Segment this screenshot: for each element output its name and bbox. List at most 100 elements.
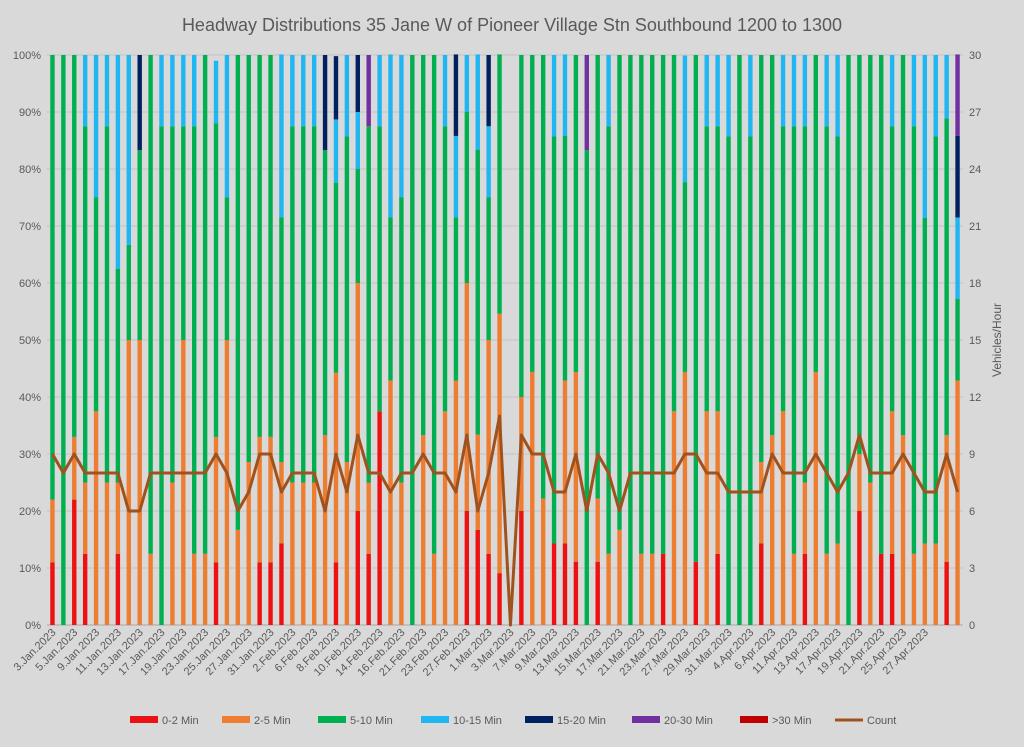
bar-segment — [137, 150, 142, 340]
bar-segment — [682, 182, 688, 372]
bar-segment — [322, 55, 328, 151]
bar-segment — [279, 461, 284, 544]
bar-segment — [475, 149, 480, 435]
bar-segment — [50, 562, 55, 625]
bar-segment — [682, 55, 688, 183]
y-tick-label: 0% — [25, 620, 41, 632]
bar-segment — [50, 55, 55, 500]
bar-segment — [486, 126, 491, 198]
bar-segment — [301, 482, 306, 625]
bar-segment — [126, 340, 131, 625]
bar-segment — [366, 482, 371, 554]
bar-segment — [115, 268, 121, 483]
bar-segment — [650, 553, 655, 625]
bar-segment — [693, 55, 699, 562]
bar-segment — [279, 217, 284, 462]
gridlines — [47, 54, 963, 626]
bar-segment — [486, 55, 491, 127]
bar-segment — [606, 553, 611, 625]
bar-segment — [377, 126, 382, 412]
bar-segment — [933, 55, 938, 137]
bar-segment — [759, 55, 764, 462]
y2-tick-label: 0 — [969, 620, 975, 632]
bar-segment — [922, 218, 928, 544]
legend-item: Count — [835, 715, 896, 727]
bar-segment — [715, 55, 720, 127]
bar-segment — [126, 244, 131, 340]
bar-segment — [595, 498, 600, 562]
bar-segment — [322, 435, 328, 625]
bar-segment — [900, 435, 906, 625]
legend-label: 2-5 Min — [254, 715, 291, 727]
bar-segment — [475, 434, 480, 530]
bar-segment — [889, 55, 895, 127]
bar-segment — [399, 55, 404, 198]
bar-segment — [333, 562, 339, 625]
bar-segment — [726, 55, 731, 137]
y2-tick-label: 3 — [969, 563, 975, 575]
bar-segment — [889, 126, 895, 412]
bar-segment — [50, 499, 55, 563]
bar-segment — [61, 55, 66, 625]
bar-segment — [911, 553, 917, 625]
bar-segment — [737, 55, 742, 625]
bar-segment — [301, 55, 306, 127]
y2-tick-label: 15 — [969, 335, 981, 347]
bar-segment — [235, 55, 241, 530]
bar-segment — [442, 411, 448, 625]
bar-segment — [813, 55, 818, 372]
bar-segment — [82, 482, 88, 554]
bar-segment — [333, 182, 339, 373]
bar-segment — [453, 54, 459, 136]
legend-item: 10-15 Min — [421, 715, 502, 727]
legend-label: 5-10 Min — [350, 715, 393, 727]
legend-swatch — [740, 716, 768, 723]
bar-segment — [802, 126, 808, 483]
bar-segment — [846, 55, 851, 625]
bar-segment — [791, 55, 797, 127]
bar-segment — [290, 126, 295, 483]
bar-segment — [257, 55, 262, 437]
bar-segment — [333, 372, 339, 563]
bar-segment — [137, 55, 142, 151]
bar-segment — [475, 529, 480, 625]
bar-segment — [159, 126, 164, 625]
bar-segment — [115, 55, 121, 269]
bar-segment — [279, 543, 284, 625]
bar-segment — [497, 573, 502, 625]
bar-segment — [453, 217, 459, 381]
bar-segment — [944, 561, 949, 625]
bar-segment — [388, 54, 393, 218]
bar-segment — [900, 55, 906, 436]
bar-segment — [82, 553, 88, 625]
bar-segment — [704, 126, 709, 412]
bar-segment — [726, 136, 731, 625]
bar-segment — [355, 169, 360, 283]
bar-segment — [421, 55, 426, 436]
legend-item: 0-2 Min — [130, 715, 199, 727]
y2-tick-label: 21 — [969, 221, 981, 233]
bar-segment — [170, 55, 175, 127]
bar-segment — [955, 380, 960, 625]
bar-segment — [780, 55, 786, 127]
bar-segment — [72, 55, 77, 437]
bar-segment — [344, 136, 350, 462]
bar-segment — [562, 54, 568, 136]
legend-item: 2-5 Min — [222, 715, 291, 727]
bar-segment — [606, 126, 611, 554]
bar-segment — [835, 543, 840, 625]
bar-segment — [115, 553, 121, 625]
bar-segment — [551, 55, 557, 137]
legend-swatch — [222, 716, 250, 723]
bar-segment — [333, 56, 339, 120]
bar-segment — [530, 371, 535, 625]
bar-segment — [835, 136, 840, 544]
y-axis-left: 0% 10% 20% 30% 40% 50% 60% 70% 80% 90% 100% — [13, 50, 41, 632]
bar-segment — [791, 553, 797, 625]
bar-segment — [344, 461, 350, 625]
legend-item: >30 Min — [740, 715, 811, 727]
bar-segment — [202, 55, 208, 554]
bar-segment — [93, 411, 99, 625]
bar-segment — [562, 543, 568, 625]
